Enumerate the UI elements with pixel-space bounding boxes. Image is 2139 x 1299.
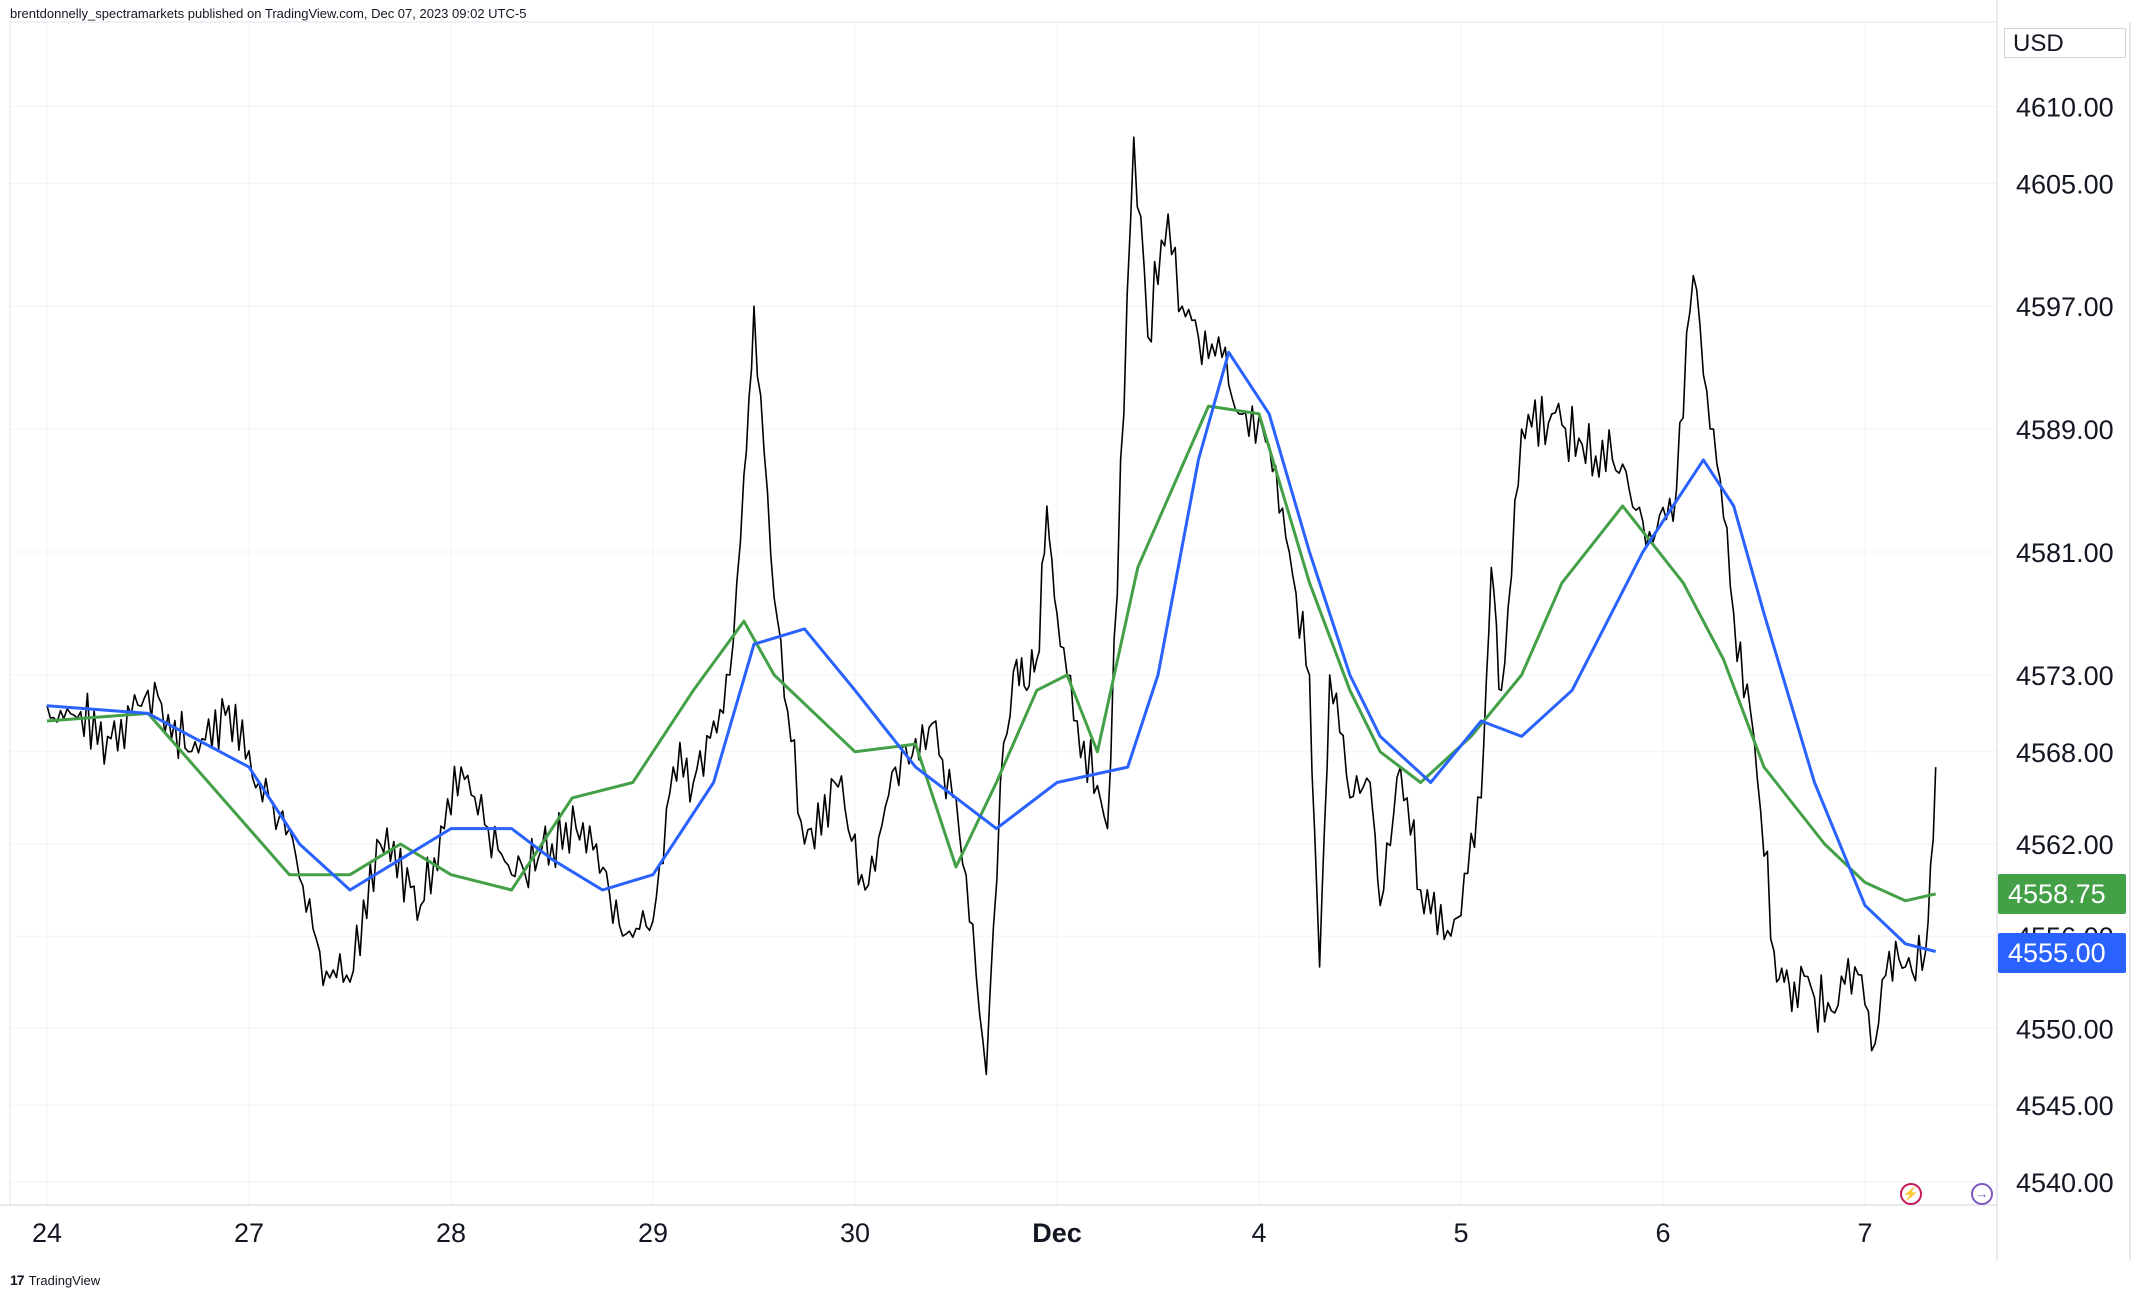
price-tick-label: 4540.00: [2016, 1168, 2114, 1198]
price-tick-label: 4562.00: [2016, 830, 2114, 860]
tradingview-logo-mark: 17: [10, 1272, 25, 1288]
publisher-caption: brentdonnelly_spectramarkets published o…: [10, 6, 527, 21]
time-tick-label: Dec: [1032, 1218, 1082, 1248]
arrow-right-icon[interactable]: →: [1971, 1183, 1993, 1205]
grid: [10, 22, 1997, 1205]
price-tick-label: 4550.00: [2016, 1014, 2114, 1044]
time-tick-label: 24: [32, 1218, 62, 1248]
blue-ma-price-label: 4555.00: [1998, 933, 2126, 973]
lightning-icon[interactable]: ⚡: [1900, 1183, 1922, 1205]
time-tick-label: 5: [1453, 1218, 1468, 1248]
price-tick-label: 4568.00: [2016, 738, 2114, 768]
price-series-line: [46, 136, 1937, 1076]
time-tick-label: 6: [1655, 1218, 1670, 1248]
price-tick-label: 4589.00: [2016, 415, 2114, 445]
tradingview-logo: 17 TradingView: [10, 1272, 100, 1288]
time-tick-label: 29: [638, 1218, 668, 1248]
price-tick-label: 4605.00: [2016, 169, 2114, 199]
tick-labels: 4610.00 4605.00 4597.00 4589.00 4581.00 4573.…: [32, 93, 2114, 1249]
series: [46, 136, 1937, 1076]
time-tick-label: 27: [234, 1218, 264, 1248]
tradingview-logo-text: TradingView: [28, 1272, 101, 1288]
time-tick-label: 30: [840, 1218, 870, 1248]
time-tick-label: 4: [1251, 1218, 1266, 1248]
price-tick-label: 4597.00: [2016, 292, 2114, 322]
blue-ma-line: [46, 350, 1937, 953]
time-tick-label: 28: [436, 1218, 466, 1248]
price-tick-label: 4610.00: [2016, 93, 2114, 123]
green-ma-line: [46, 404, 1937, 903]
axes: [0, 0, 2131, 1260]
price-tick-label: 4545.00: [2016, 1091, 2114, 1121]
price-tick-label: 4573.00: [2016, 661, 2114, 691]
price-tick-label: 4581.00: [2016, 538, 2114, 568]
currency-selector[interactable]: USD: [2004, 28, 2126, 58]
time-tick-label: 7: [1857, 1218, 1872, 1248]
green-ma-price-label: 4558.75: [1998, 874, 2126, 914]
